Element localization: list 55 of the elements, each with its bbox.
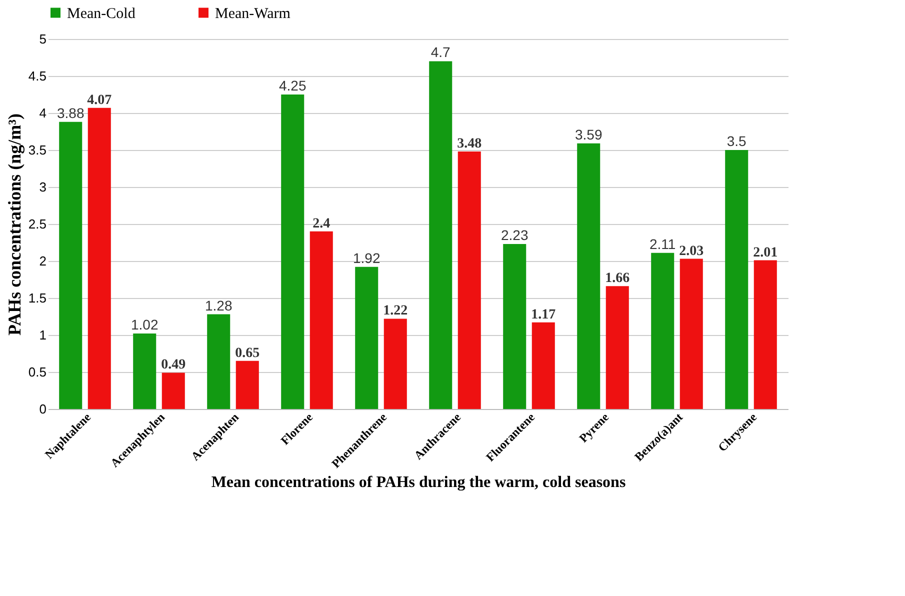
data-label: 4.07	[87, 92, 112, 108]
bar	[606, 286, 629, 409]
bar	[355, 266, 378, 409]
data-label: 2.01	[753, 245, 778, 260]
data-label: 1.66	[605, 271, 630, 286]
y-tick-label: 0.5	[28, 364, 46, 380]
bar	[429, 61, 452, 409]
bar	[281, 94, 304, 409]
y-tick-label: 0	[39, 402, 46, 416]
data-label: 1.92	[352, 250, 380, 266]
data-label: 2.03	[679, 244, 704, 259]
y-tick-label: 4	[39, 106, 46, 120]
bar	[207, 314, 230, 409]
data-label: 3.48	[457, 136, 482, 152]
bar	[59, 122, 82, 409]
bar	[236, 360, 259, 409]
x-axis-title: Mean concentrations of PAHs during the warm, cold seasons	[211, 474, 626, 492]
data-label: 1.28	[204, 297, 232, 314]
bar	[577, 143, 600, 409]
bar	[651, 252, 674, 409]
bar	[725, 150, 748, 409]
data-label: 0.49	[161, 358, 186, 373]
data-label: 1.22	[383, 304, 408, 319]
data-label: 2.11	[650, 236, 676, 252]
y-tick-label: 3.5	[28, 142, 46, 158]
bar	[754, 260, 777, 409]
y-tick-label: 4.5	[28, 68, 46, 84]
bar	[162, 372, 185, 409]
data-label: 3.59	[574, 126, 602, 142]
legend-label: Mean-Cold	[67, 6, 136, 22]
data-label: 3.5	[726, 133, 747, 149]
data-label: 1.02	[130, 316, 158, 333]
bar	[532, 322, 555, 409]
bar	[133, 334, 156, 409]
y-tick-label: 1	[39, 328, 46, 342]
legend-label: Mean-Warm	[215, 6, 291, 22]
data-label: 4.7	[430, 44, 451, 60]
bar	[503, 244, 526, 409]
y-tick-label: 1.5	[28, 290, 46, 306]
bar	[88, 108, 111, 409]
bar	[458, 151, 481, 409]
y-axis-title: PAHs concentrations (ng/m³)	[4, 113, 24, 336]
bar	[680, 258, 703, 409]
y-tick-label: 5	[39, 32, 46, 46]
data-label: 0.65	[235, 346, 260, 361]
data-label: 3.88	[56, 104, 84, 121]
data-label: 2.23	[500, 226, 528, 243]
y-tick-label: 3	[39, 180, 46, 194]
y-tick-label: 2.5	[28, 216, 46, 232]
data-label: 4.25	[278, 78, 306, 94]
data-label: 2.4	[312, 216, 330, 232]
bar	[310, 231, 333, 409]
y-tick-label: 2	[39, 254, 46, 268]
data-label: 1.17	[531, 307, 556, 322]
bar	[384, 318, 407, 409]
